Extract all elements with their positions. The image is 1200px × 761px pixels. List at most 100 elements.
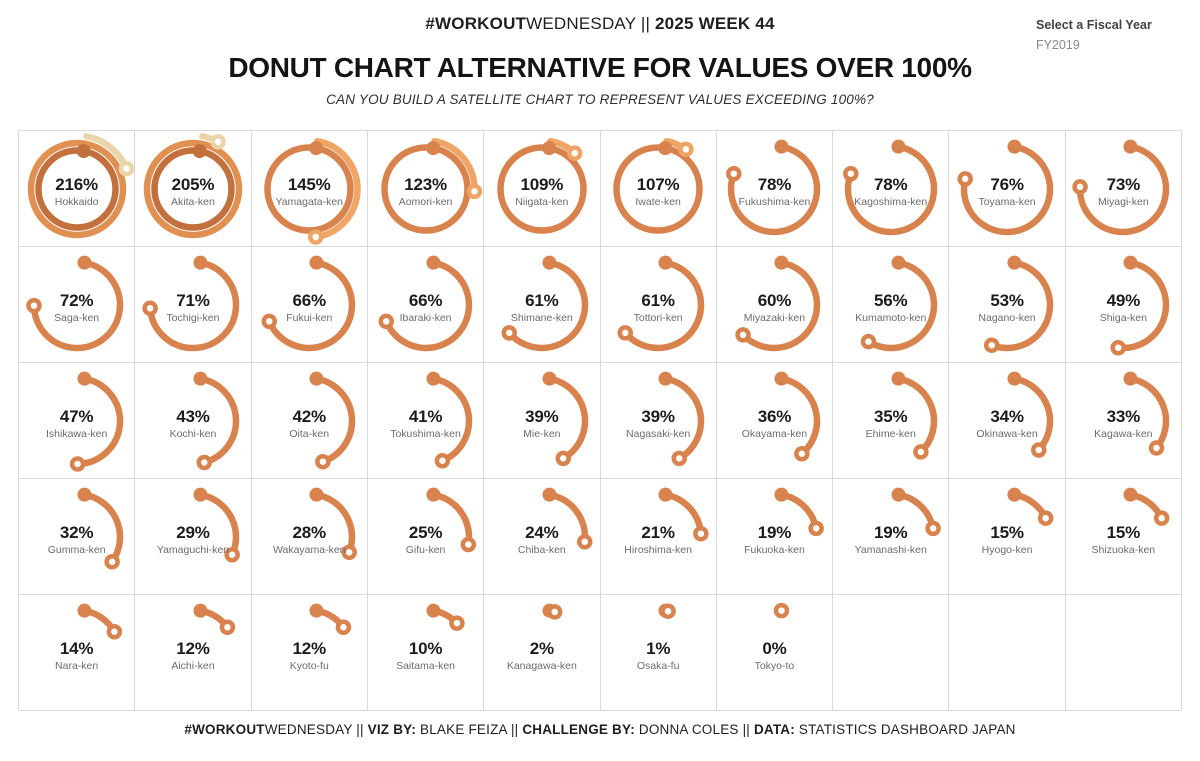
value-label: 42% bbox=[292, 407, 327, 426]
prefecture-cell[interactable]: 66% Ibaraki-ken bbox=[367, 247, 485, 363]
prefecture-cell[interactable]: 32% Gumma-ken bbox=[19, 479, 136, 595]
prefecture-cell[interactable]: 24% Chiba-ken bbox=[484, 479, 601, 595]
prefecture-cell[interactable]: 39% Mie-ken bbox=[484, 363, 601, 479]
prefecture-cell[interactable]: 34% Okinawa-ken bbox=[949, 363, 1066, 479]
prefecture-cell[interactable]: 47% Ishikawa-ken bbox=[19, 363, 136, 479]
prefecture-cell[interactable]: 109% Niigata-ken bbox=[484, 131, 601, 247]
prefecture-cell[interactable]: 61% Shimane-ken bbox=[484, 247, 601, 363]
satellite-arc bbox=[774, 487, 825, 536]
satellite-arc bbox=[309, 603, 352, 635]
text-segment: || bbox=[640, 14, 656, 33]
prefecture-label: Gifu-ken bbox=[405, 544, 446, 556]
prefecture-cell[interactable]: 21% Hiroshima-ken bbox=[600, 479, 717, 595]
prefecture-cell[interactable]: 1% Osaka-fu bbox=[600, 595, 717, 711]
fiscal-year-control: Select a Fiscal Year FY2019 bbox=[1036, 18, 1186, 52]
prefecture-cell[interactable]: 0% Tokyo-to bbox=[716, 595, 834, 711]
value-label: 123% bbox=[404, 175, 447, 194]
prefecture-cell[interactable]: 12% Kyoto-fu bbox=[251, 595, 368, 711]
satellite-arc bbox=[27, 132, 134, 238]
prefecture-label: Kagoshima-ken bbox=[854, 196, 928, 208]
satellite-arc bbox=[425, 603, 465, 631]
prefecture-label: Fukushima-ken bbox=[738, 196, 811, 208]
prefecture-cell[interactable]: 33% Kagawa-ken bbox=[1065, 363, 1182, 479]
prefecture-cell[interactable]: 19% Yamanashi-ken bbox=[833, 479, 950, 595]
prefecture-label: Saga-ken bbox=[54, 312, 100, 324]
footer-credits: #WORKOUTWEDNESDAY || VIZ BY: BLAKE FEIZA… bbox=[0, 722, 1200, 737]
prefecture-cell[interactable]: 72% Saga-ken bbox=[19, 247, 136, 363]
prefecture-cell[interactable]: 123% Aomori-ken bbox=[367, 131, 485, 247]
fiscal-year-selected-value[interactable]: FY2019 bbox=[1036, 38, 1080, 52]
prefecture-cell[interactable]: 36% Okayama-ken bbox=[716, 363, 834, 479]
prefecture-cell[interactable]: 73% Miyagi-ken bbox=[1065, 131, 1182, 247]
prefecture-cell[interactable]: 216% Hokkaido bbox=[19, 131, 136, 247]
prefecture-label: Tokushima-ken bbox=[390, 428, 461, 440]
satellite-arc bbox=[425, 487, 476, 552]
prefecture-cell[interactable]: 41% Tokushima-ken bbox=[367, 363, 485, 479]
prefecture-label: Tokyo-to bbox=[754, 660, 795, 672]
satellite-arc bbox=[984, 255, 1054, 353]
text-segment: || bbox=[356, 722, 368, 737]
prefecture-cell[interactable]: 76% Toyama-ken bbox=[949, 131, 1066, 247]
satellite-arc bbox=[193, 487, 240, 563]
prefecture-label: Wakayama-ken bbox=[272, 544, 346, 556]
prefecture-cell[interactable]: 78% Kagoshima-ken bbox=[833, 131, 950, 247]
prefecture-cell[interactable]: 107% Iwate-ken bbox=[600, 131, 717, 247]
value-label: 205% bbox=[171, 175, 215, 194]
prefecture-label: Ishikawa-ken bbox=[46, 428, 108, 440]
prefecture-cell[interactable]: 15% Hyogo-ken bbox=[949, 479, 1066, 595]
satellite-arc bbox=[1123, 371, 1170, 456]
prefecture-cell[interactable]: 2% Kanagawa-ken bbox=[484, 595, 601, 711]
prefecture-cell[interactable]: 39% Nagasaki-ken bbox=[600, 363, 717, 479]
text-segment: WEDNESDAY bbox=[264, 722, 357, 737]
satellite-arc bbox=[1110, 255, 1170, 355]
prefecture-cell[interactable]: 35% Ehime-ken bbox=[833, 363, 950, 479]
prefecture-cell[interactable]: 66% Fukui-ken bbox=[251, 247, 368, 363]
prefecture-cell[interactable]: 145% Yamagata-ken bbox=[251, 131, 368, 247]
satellite-arc bbox=[957, 139, 1054, 235]
prefecture-label: Shizuoka-ken bbox=[1091, 544, 1156, 556]
satellite-arc bbox=[193, 371, 240, 470]
value-label: 25% bbox=[408, 523, 443, 542]
prefecture-label: Fukuoka-ken bbox=[744, 544, 805, 556]
value-label: 29% bbox=[176, 523, 210, 542]
value-label: 0% bbox=[762, 639, 787, 658]
prefecture-cell[interactable]: 19% Fukuoka-ken bbox=[716, 479, 834, 595]
prefecture-label: Ibaraki-ken bbox=[399, 312, 452, 324]
satellite-arc bbox=[1007, 487, 1054, 526]
prefecture-label: Yamaguchi-ken bbox=[156, 544, 230, 556]
satellite-arc bbox=[1007, 371, 1054, 458]
prefecture-cell[interactable]: 28% Wakayama-ken bbox=[251, 479, 368, 595]
empty-cell bbox=[833, 595, 950, 711]
satellite-arc bbox=[542, 487, 593, 550]
prefecture-label: Tochigi-ken bbox=[166, 312, 220, 324]
prefecture-cell[interactable]: 205% Akita-ken bbox=[135, 131, 252, 247]
prefecture-cell[interactable]: 56% Kumamoto-ken bbox=[833, 247, 950, 363]
prefecture-cell[interactable]: 15% Shizuoka-ken bbox=[1065, 479, 1182, 595]
prefecture-label: Nagano-ken bbox=[978, 312, 1036, 324]
satellite-arc bbox=[309, 487, 358, 560]
prefecture-cell[interactable]: 53% Nagano-ken bbox=[949, 247, 1066, 363]
prefecture-cell[interactable]: 43% Kochi-ken bbox=[135, 363, 252, 479]
prefecture-cell[interactable]: 14% Nara-ken bbox=[19, 595, 136, 711]
prefecture-cell[interactable]: 29% Yamaguchi-ken bbox=[135, 479, 252, 595]
value-label: 61% bbox=[525, 291, 559, 310]
prefecture-label: Tottori-ken bbox=[633, 312, 683, 324]
prefecture-cell[interactable]: 12% Aichi-ken bbox=[135, 595, 252, 711]
satellite-arc bbox=[380, 137, 482, 234]
satellite-arc bbox=[501, 255, 589, 351]
prefecture-label: Kumamoto-ken bbox=[855, 312, 927, 324]
prefecture-label: Hiroshima-ken bbox=[624, 544, 692, 556]
prefecture-cell[interactable]: 78% Fukushima-ken bbox=[716, 131, 834, 247]
value-label: 39% bbox=[641, 407, 675, 426]
prefecture-cell[interactable]: 42% Oita-ken bbox=[251, 363, 368, 479]
value-label: 35% bbox=[874, 407, 908, 426]
prefecture-cell[interactable]: 10% Saitama-ken bbox=[367, 595, 485, 711]
value-label: 33% bbox=[1106, 407, 1141, 426]
text-segment: DONNA COLES bbox=[638, 722, 743, 737]
prefecture-cell[interactable]: 71% Tochigi-ken bbox=[135, 247, 252, 363]
prefecture-cell[interactable]: 60% Miyazaki-ken bbox=[716, 247, 834, 363]
prefecture-cell[interactable]: 25% Gifu-ken bbox=[367, 479, 485, 595]
page-subtitle: CAN YOU BUILD A SATELLITE CHART TO REPRE… bbox=[326, 92, 874, 107]
prefecture-cell[interactable]: 61% Tottori-ken bbox=[600, 247, 717, 363]
prefecture-cell[interactable]: 49% Shiga-ken bbox=[1065, 247, 1182, 363]
